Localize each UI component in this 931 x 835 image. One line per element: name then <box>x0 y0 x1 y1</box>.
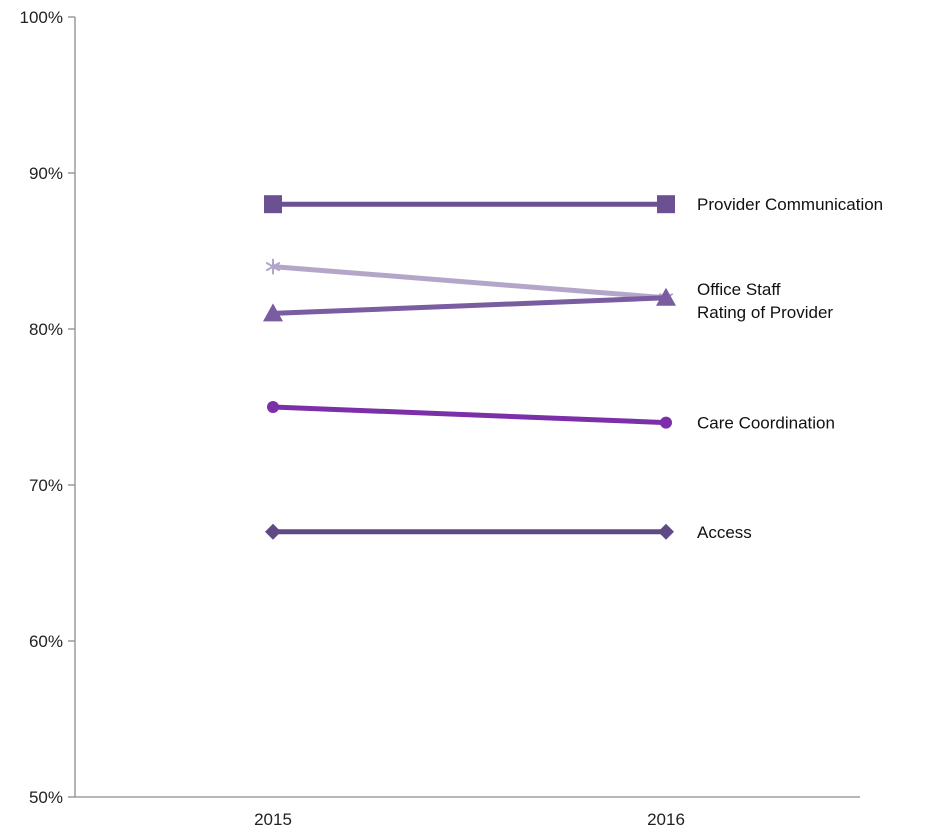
square-marker <box>264 195 282 214</box>
series-line <box>272 264 667 301</box>
y-tick-label: 100% <box>20 8 63 27</box>
x-tick-label: 2015 <box>254 810 292 829</box>
y-tick-label: 60% <box>29 632 63 651</box>
y-tick-label: 80% <box>29 320 63 339</box>
series-rating-of-provider <box>263 287 676 322</box>
asterisk-marker <box>265 258 281 275</box>
series-provider-communication <box>264 195 675 214</box>
series-labels: Provider Communication Office Staff Rating… <box>697 195 883 542</box>
square-marker <box>657 195 675 214</box>
series-line <box>272 295 667 316</box>
circle-marker <box>267 401 279 413</box>
x-tick-label: 2016 <box>647 810 685 829</box>
y-tick-label: 50% <box>29 788 63 807</box>
series-label: Provider Communication <box>697 195 883 214</box>
series-label: Office Staff <box>697 280 781 299</box>
series-access <box>265 523 674 540</box>
circle-marker <box>660 416 672 429</box>
series-care-coordination <box>267 401 672 429</box>
axes: 50% 60% 70% 80% 90% 100% 2015 2016 <box>20 8 860 829</box>
series-line <box>272 404 667 426</box>
triangle-marker <box>656 287 676 306</box>
series-label: Care Coordination <box>697 414 835 433</box>
triangle-marker <box>263 303 283 322</box>
series-label: Rating of Provider <box>697 303 833 322</box>
y-tick-label: 90% <box>29 164 63 183</box>
series-label: Access <box>697 523 752 542</box>
y-tick-label: 70% <box>29 476 63 495</box>
diamond-marker <box>658 523 674 540</box>
diamond-marker <box>265 523 281 540</box>
series-layer <box>263 195 676 540</box>
